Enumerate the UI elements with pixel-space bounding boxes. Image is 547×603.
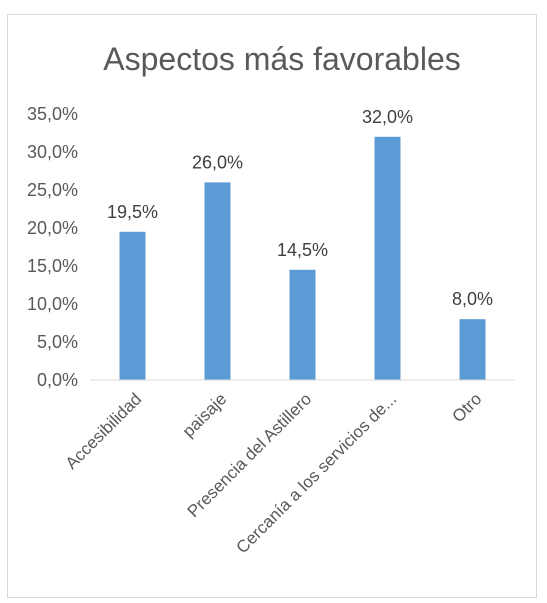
data-label: 26,0% xyxy=(192,152,243,172)
chart-frame xyxy=(7,14,537,598)
bars xyxy=(119,136,486,380)
bar xyxy=(204,182,231,380)
y-tick-label: 35,0% xyxy=(27,104,78,124)
y-tick-label: 15,0% xyxy=(27,256,78,276)
data-label: 8,0% xyxy=(452,289,493,309)
category-label: Accesibilidad xyxy=(62,389,146,473)
bar xyxy=(459,319,486,380)
chart-title: Aspectos más favorables xyxy=(103,41,461,77)
y-tick-label: 30,0% xyxy=(27,142,78,162)
data-label: 32,0% xyxy=(362,107,413,127)
bar xyxy=(374,136,401,380)
category-label: Cercanía a los servicios de... xyxy=(233,389,401,557)
bar xyxy=(119,231,146,380)
data-labels: 19,5% 26,0% 14,5% 32,0% 8,0% xyxy=(107,107,493,309)
data-label: 19,5% xyxy=(107,202,158,222)
y-tick-label: 5,0% xyxy=(37,332,78,352)
y-tick-label: 20,0% xyxy=(27,218,78,238)
y-tick-label: 0,0% xyxy=(37,370,78,390)
bar xyxy=(289,269,316,380)
y-axis: 0,0% 5,0% 10,0% 15,0% 20,0% 25,0% 30,0% 35,0% xyxy=(27,104,78,390)
category-label: paisaje xyxy=(179,389,231,441)
category-label: Otro xyxy=(449,389,486,426)
y-tick-label: 10,0% xyxy=(27,294,78,314)
data-label: 14,5% xyxy=(277,240,328,260)
y-tick-label: 25,0% xyxy=(27,180,78,200)
